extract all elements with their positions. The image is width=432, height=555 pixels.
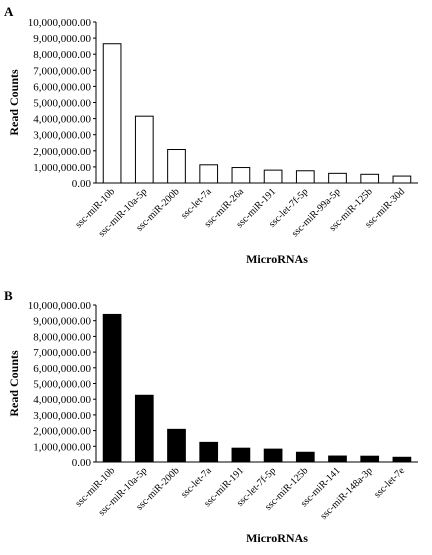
y-tick-label: 7,000,000.00	[33, 347, 91, 359]
bar-ssc-let-7f-5p	[295, 170, 315, 184]
y-tick-label: 3,000,000.00	[33, 410, 91, 422]
y-tick-label: 6,000,000.00	[33, 363, 91, 375]
y-tick-label: 6,000,000.00	[33, 81, 91, 93]
y-tick-label: 5,000,000.00	[33, 98, 91, 110]
y-tick-label: 8,000,000.00	[33, 331, 91, 343]
y-tick-label: 5,000,000.00	[33, 379, 91, 391]
y-tick-label: 0.00	[72, 457, 92, 469]
y-axis-title: Read Counts	[7, 69, 21, 136]
bar-ssc-miR-125b	[295, 451, 315, 463]
y-tick-label: 2,000,000.00	[33, 146, 91, 158]
bar-ssc-miR-10b	[102, 43, 122, 184]
bar-ssc-let-7e	[392, 456, 412, 463]
bar-ssc-miR-10a-5p	[134, 115, 154, 184]
y-tick-label: 2,000,000.00	[33, 426, 91, 438]
y-tick-label: 8,000,000.00	[33, 49, 91, 61]
bar-ssc-miR-191	[263, 169, 283, 184]
bar-ssc-miR-191	[231, 447, 251, 463]
y-tick-label: 1,000,000.00	[33, 162, 91, 174]
bar-ssc-miR-125b	[360, 173, 380, 184]
y-tick-label: 3,000,000.00	[33, 130, 91, 142]
panel-a: A 0.00 1,000,000.00 2,000,000.00 3,000,000.0…	[4, 4, 418, 266]
bar-ssc-let-7f-5p	[263, 448, 283, 463]
bar-ssc-miR-200b	[167, 428, 186, 463]
bar-ssc-let-7a	[199, 441, 219, 463]
y-tick-label: 4,000,000.00	[33, 394, 91, 406]
y-tick-label: 4,000,000.00	[33, 114, 91, 126]
y-tick-label: 7,000,000.00	[33, 65, 91, 77]
bar-ssc-miR-10b	[102, 313, 122, 463]
bar-ssc-miR-148a-3p	[360, 455, 380, 463]
x-axis-title: MicroRNAs	[246, 531, 308, 545]
bar-ssc-miR-26a	[231, 167, 251, 184]
bar-ssc-let-7a	[199, 164, 219, 184]
y-tick-label: 10,000,000.00	[28, 17, 92, 29]
x-tick-label: ssc-let-7e	[372, 465, 407, 500]
x-axis-title: MicroRNAs	[246, 252, 308, 266]
y-tick-label: 10,000,000.00	[28, 300, 92, 312]
panel-b: B 0.00 1,000,000.00 2,000,000.00 3,000,000.0…	[4, 288, 418, 545]
bar-ssc-miR-10a-5p	[134, 394, 154, 463]
y-tick-label: 1,000,000.00	[33, 441, 91, 453]
bar-ssc-miR-200b	[167, 149, 186, 184]
bar-ssc-miR-30d	[392, 175, 412, 184]
y-axis-title: Read Counts	[7, 350, 21, 417]
y-tick-label: 9,000,000.00	[33, 33, 91, 45]
panel-letter-a: A	[4, 4, 14, 19]
bar-ssc-miR-99a-5p	[328, 172, 347, 184]
panel-letter-b: B	[4, 288, 13, 303]
y-tick-label: 9,000,000.00	[33, 316, 91, 328]
bar-ssc-miR-141	[328, 455, 347, 463]
y-tick-label: 0.00	[72, 178, 92, 190]
